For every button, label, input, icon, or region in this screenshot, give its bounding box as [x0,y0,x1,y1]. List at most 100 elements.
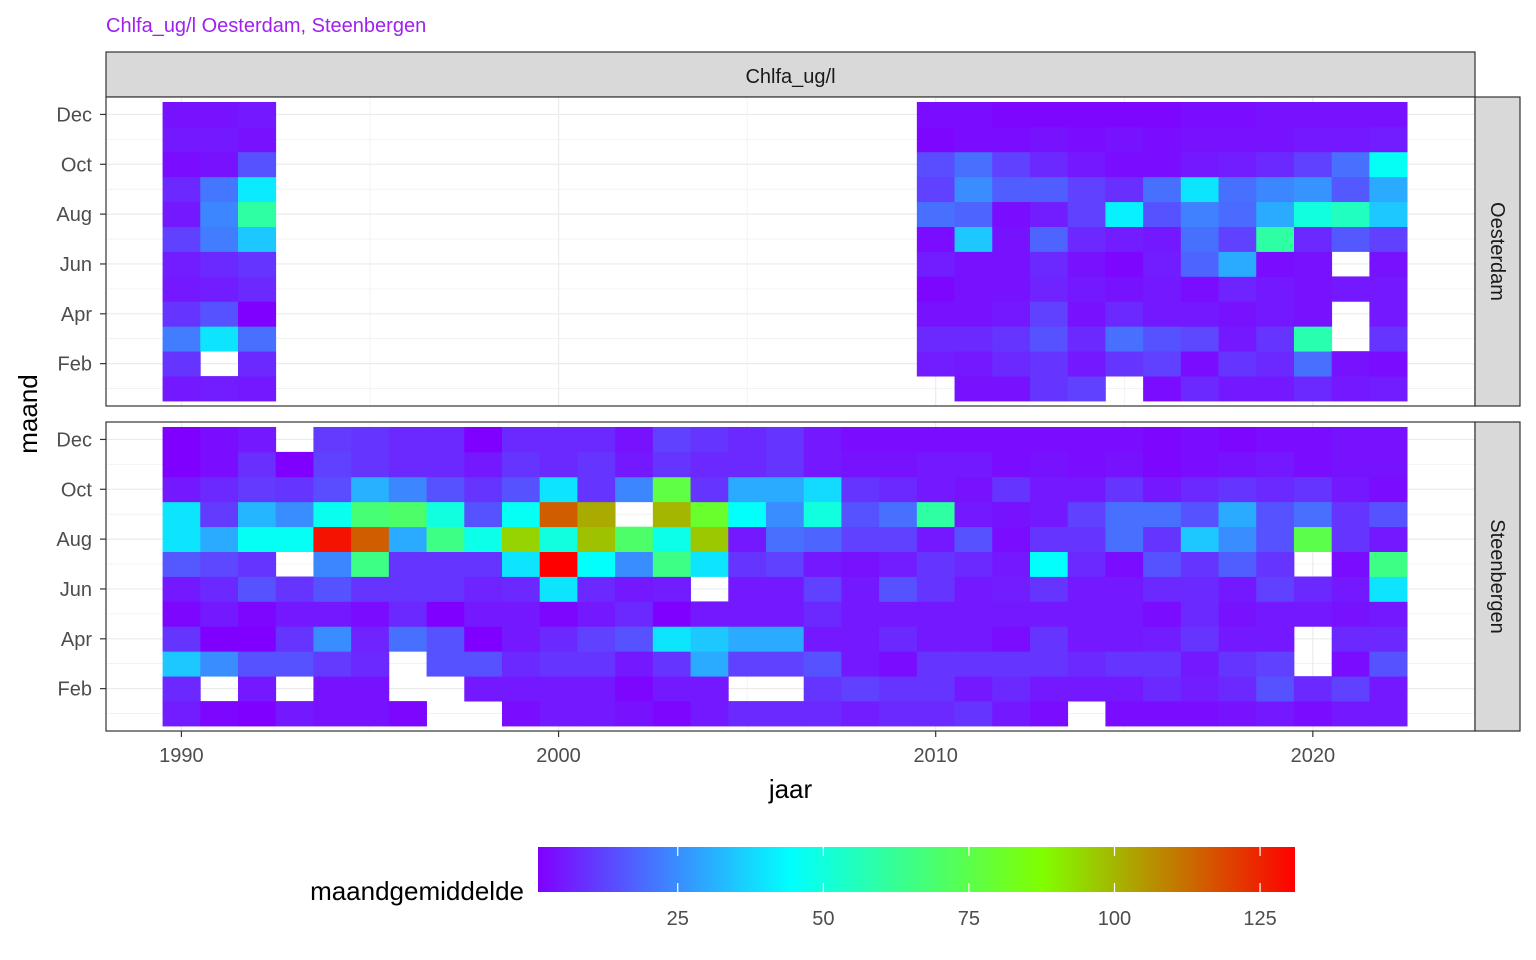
heatmap-cell [237,251,277,277]
heatmap-cell [1067,351,1106,377]
heatmap-cell [1218,576,1257,602]
heatmap-cell [162,326,201,352]
heatmap-cell [501,626,541,652]
heatmap-cell [162,226,201,252]
heatmap-cell [501,476,541,503]
heatmap-cell [992,426,1031,453]
heatmap-cell [879,676,918,702]
heatmap-cell [464,651,503,677]
heatmap-cell [426,426,465,453]
heatmap-cell [1067,176,1106,203]
heatmap-cell [464,501,503,528]
heatmap-cell [1143,101,1182,128]
heatmap-cell [1293,576,1333,602]
heatmap-cell [803,476,842,503]
heatmap-cell [1180,576,1219,602]
heatmap-cell [1331,176,1370,203]
y-tick-label: Oct [61,479,93,501]
heatmap-cell [652,626,691,652]
heatmap-cell [954,301,993,327]
heatmap-cell [1218,151,1257,178]
heatmap-cell [1369,101,1408,128]
heatmap-cell [1331,676,1370,702]
heatmap-cell [1105,276,1144,302]
heatmap-cell [1067,676,1106,702]
heatmap-cell [841,651,880,677]
heatmap-cell [803,501,842,528]
heatmap-cell [501,426,541,453]
heatmap-cell [954,126,993,153]
heatmap-cell [1029,376,1069,402]
heatmap-cell [313,476,352,503]
heatmap-cell [162,426,201,453]
heatmap-cell [690,651,729,677]
heatmap-cell [200,451,239,478]
heatmap-cell [690,526,729,552]
heatmap-cell [690,551,729,577]
heatmap-cell [1369,501,1408,528]
heatmap-cell [1218,276,1257,302]
heatmap-cell [539,451,578,478]
heatmap-cell [916,351,955,377]
heatmap-cell [916,576,955,602]
heatmap-cell [200,251,239,277]
heatmap-cell [652,501,691,528]
heatmap-cell [1143,576,1182,602]
heatmap-cell [615,526,654,552]
heatmap-cell [954,326,993,352]
heatmap-cell [954,251,993,277]
heatmap-cell [954,626,993,652]
heatmap-cell [1105,326,1144,352]
heatmap-cell [1331,101,1370,128]
y-tick-label: Aug [56,204,92,226]
heatmap-cell [1105,301,1144,327]
heatmap-cell [728,501,767,528]
heatmap-cell [1143,226,1182,252]
heatmap-cell [1369,326,1408,352]
heatmap-cell [1067,476,1106,503]
x-tick-label: 2020 [1291,745,1336,767]
heatmap-cell [765,451,805,478]
heatmap-cell [992,626,1031,652]
heatmap-cell [426,476,465,503]
heatmap-cell [1029,176,1069,203]
heatmap-cell [954,426,993,453]
heatmap-cell [1256,276,1295,302]
heatmap-cell [200,526,239,552]
heatmap-cell [1331,651,1370,677]
heatmap-cell [388,501,427,528]
heatmap-cell [237,226,277,252]
heatmap-cell [1143,326,1182,352]
heatmap-cell [1143,151,1182,178]
heatmap-cell [728,551,767,577]
heatmap-cell [1369,676,1408,702]
heatmap-cell [690,601,729,627]
heatmap-cell [1143,451,1182,478]
heatmap-cell [916,326,955,352]
x-tick-label: 2010 [913,745,958,767]
heatmap-cell [200,501,239,528]
heatmap-cell [992,101,1031,128]
heatmap-cell [237,301,277,327]
heatmap-cell [162,601,201,627]
colorbar-tick-label: 75 [958,908,980,930]
facet-strip-top: Chlfa_ug/l [105,51,1476,98]
heatmap-cell [1180,626,1219,652]
heatmap-cell [1180,126,1219,153]
heatmap-cell [351,651,390,677]
heatmap-cell [1369,526,1408,552]
heatmap-cell [1029,451,1069,478]
heatmap-cell [1029,651,1069,677]
heatmap-cell [351,476,390,503]
heatmap-cell [1369,226,1408,252]
heatmap-cell [916,276,955,302]
y-tick-label: Feb [58,679,92,701]
heatmap-cell [728,451,767,478]
heatmap-cell [652,676,691,702]
x-axis: 1990 2000 2010 2020 [159,731,1335,767]
heatmap-cell [803,451,842,478]
x-tick-label: 1990 [159,745,204,767]
heatmap-cell [954,701,993,727]
facet-strip-label: Chlfa_ug/l [745,66,835,88]
